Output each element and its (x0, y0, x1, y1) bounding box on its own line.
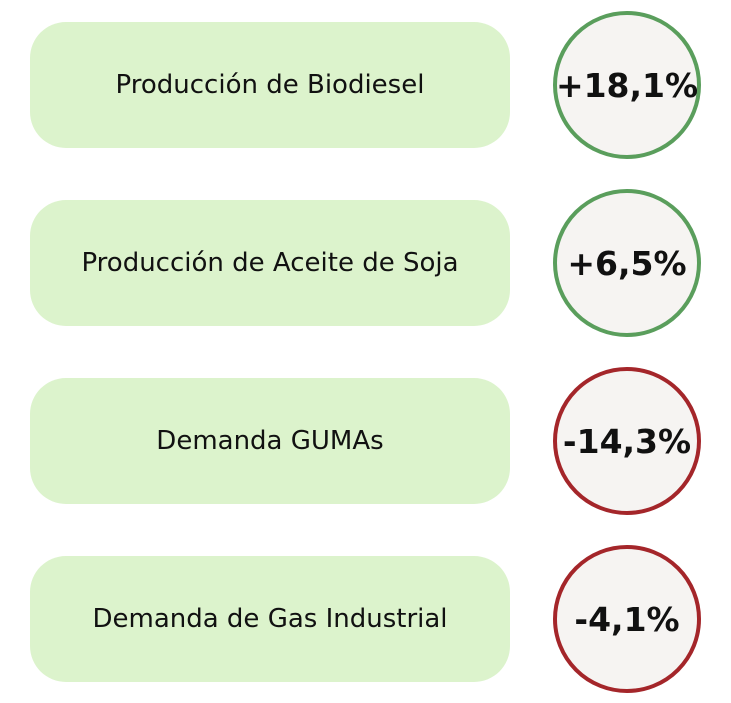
indicator-label: Demanda GUMAs (30, 378, 510, 504)
indicator-label: Demanda de Gas Industrial (30, 556, 510, 682)
indicator-label: Producción de Aceite de Soja (30, 200, 510, 326)
indicator-value: -4,1% (553, 545, 701, 693)
indicator-value: -14,3% (553, 367, 701, 515)
indicator-label: Producción de Biodiesel (30, 22, 510, 148)
indicator-value: +18,1% (553, 11, 701, 159)
indicator-value: +6,5% (553, 189, 701, 337)
